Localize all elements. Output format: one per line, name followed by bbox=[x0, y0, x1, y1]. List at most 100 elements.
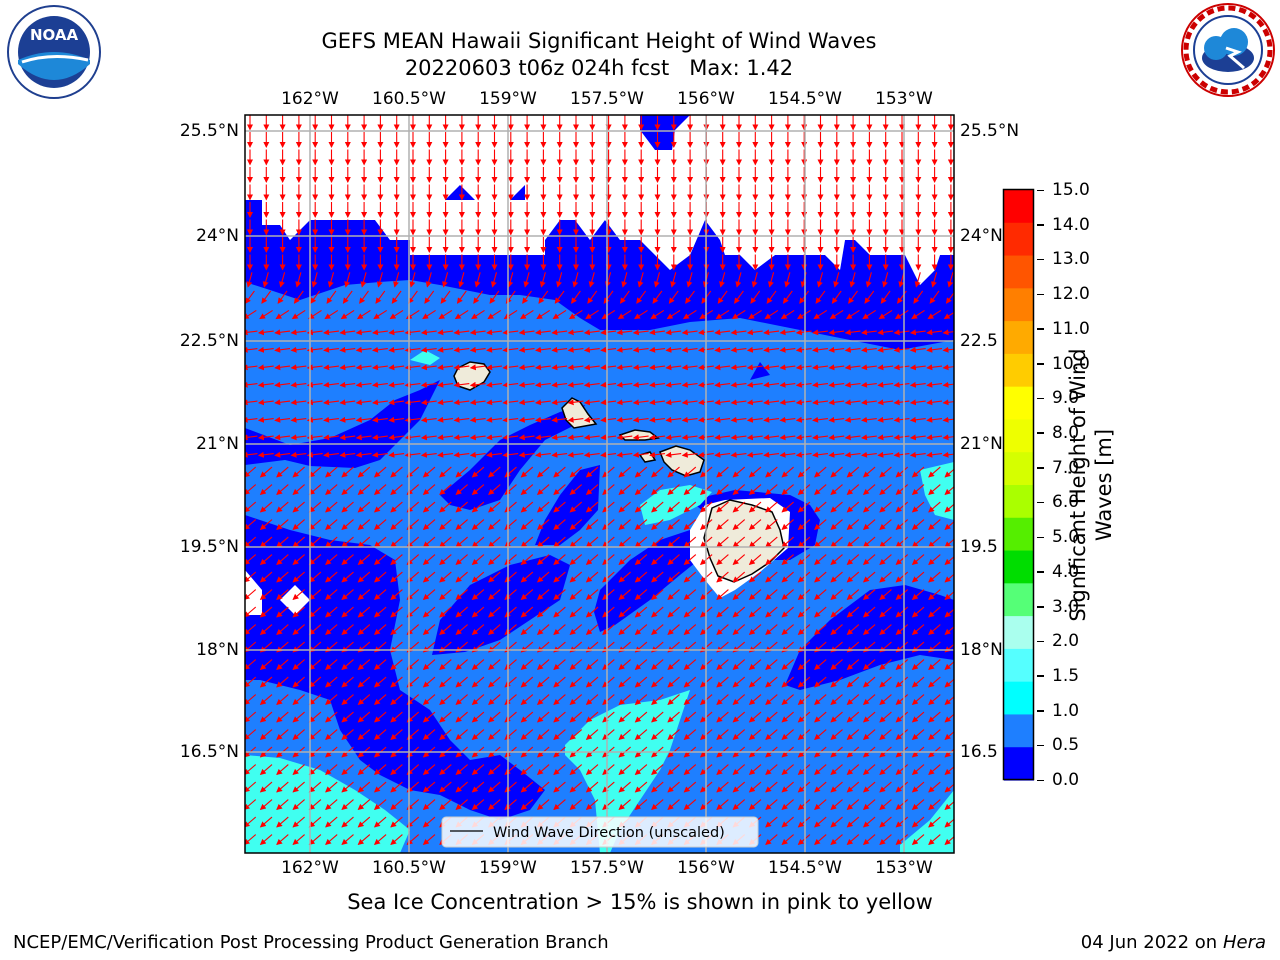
wave-direction-arrow bbox=[404, 399, 421, 406]
lat-label-left: 24°N bbox=[196, 226, 239, 246]
wave-direction-arrow bbox=[438, 309, 453, 320]
wave-direction-arrow bbox=[422, 501, 436, 513]
colorbar-tick-mark bbox=[1037, 640, 1044, 643]
lon-label-bottom: 154.5°W bbox=[768, 858, 842, 878]
wave-direction-arrow bbox=[862, 501, 876, 513]
wave-direction-arrow bbox=[763, 434, 780, 441]
wave-direction-arrow bbox=[909, 364, 926, 371]
wave-direction-arrow bbox=[748, 466, 762, 478]
wave-direction-arrow bbox=[488, 466, 501, 478]
wave-direction-arrow bbox=[274, 346, 291, 353]
wave-direction-arrow bbox=[795, 329, 812, 336]
wave-direction-arrow bbox=[453, 381, 470, 388]
wave-direction-arrow bbox=[292, 466, 305, 478]
wave-direction-arrow bbox=[893, 399, 910, 406]
wave-direction-arrow bbox=[341, 466, 354, 478]
wave-direction-arrow bbox=[784, 272, 791, 288]
wave-direction-arrow bbox=[795, 451, 812, 458]
wave-direction-arrow bbox=[569, 536, 583, 548]
wave-direction-arrow bbox=[846, 519, 860, 531]
wave-direction-arrow bbox=[730, 451, 747, 458]
wave-direction-arrow bbox=[895, 519, 909, 531]
wave-direction-arrow bbox=[261, 290, 272, 304]
wave-direction-arrow bbox=[926, 329, 943, 336]
wave-direction-arrow bbox=[327, 272, 335, 288]
lon-label-bottom: 156°W bbox=[677, 858, 735, 878]
wave-direction-arrow bbox=[812, 346, 828, 353]
wave-direction-arrow bbox=[714, 329, 731, 336]
lon-label-bottom: 160.5°W bbox=[372, 858, 446, 878]
wave-direction-arrow bbox=[323, 451, 339, 458]
wave-direction-arrow bbox=[583, 434, 600, 441]
wave-direction-arrow bbox=[504, 536, 517, 548]
wave-direction-arrow bbox=[502, 381, 519, 388]
wave-direction-arrow bbox=[325, 519, 338, 531]
wave-direction-arrow bbox=[372, 346, 388, 353]
wave-direction-arrow bbox=[277, 290, 288, 304]
wave-direction-arrow bbox=[909, 346, 926, 353]
wave-direction-arrow bbox=[422, 309, 436, 320]
wave-direction-arrow bbox=[828, 434, 845, 441]
wave-direction-arrow bbox=[716, 536, 729, 548]
wave-direction-arrow bbox=[551, 451, 568, 458]
wave-direction-arrow bbox=[782, 290, 793, 304]
wave-direction-arrow bbox=[779, 434, 796, 441]
lat-label-right: 22.5 bbox=[960, 331, 998, 351]
colorbar-tick-mark bbox=[1037, 363, 1044, 365]
wave-direction-arrow bbox=[471, 484, 485, 496]
wave-direction-arrow bbox=[311, 272, 318, 288]
wave-direction-arrow bbox=[795, 346, 812, 353]
wave-direction-arrow bbox=[651, 519, 664, 531]
wave-direction-arrow bbox=[408, 290, 418, 304]
wave-direction-arrow bbox=[518, 416, 535, 423]
wave-direction-arrow bbox=[257, 451, 274, 458]
wave-direction-arrow bbox=[616, 399, 633, 406]
wave-direction-arrow bbox=[504, 484, 517, 496]
lon-label-bottom: 157.5°W bbox=[570, 858, 644, 878]
wave-direction-arrow bbox=[600, 451, 617, 458]
wave-direction-arrow bbox=[813, 309, 828, 320]
wave-direction-arrow bbox=[927, 309, 942, 320]
colorbar-bin bbox=[1004, 648, 1034, 683]
wave-direction-arrow bbox=[649, 364, 665, 371]
wave-direction-arrow bbox=[683, 519, 697, 531]
wave-direction-arrow bbox=[667, 484, 680, 496]
wave-direction-arrow bbox=[453, 346, 470, 353]
wave-direction-arrow bbox=[765, 501, 778, 513]
wave-direction-arrow bbox=[764, 309, 779, 320]
wave-direction-arrow bbox=[388, 434, 405, 441]
wave-direction-arrow bbox=[583, 329, 600, 336]
wave-direction-arrow bbox=[763, 346, 780, 353]
wave-direction-arrow bbox=[388, 399, 405, 406]
colorbar-tick-mark bbox=[1037, 779, 1044, 781]
wave-direction-arrow bbox=[780, 309, 795, 320]
wave-direction-arrow bbox=[617, 309, 632, 320]
lat-label-right: 21°N bbox=[960, 434, 1003, 454]
wave-direction-arrow bbox=[292, 519, 305, 531]
wave-direction-arrow bbox=[504, 519, 517, 531]
wave-direction-arrow bbox=[404, 381, 421, 388]
wave-direction-arrow bbox=[439, 536, 452, 548]
wave-direction-arrow bbox=[569, 484, 583, 496]
wave-direction-arrow bbox=[681, 416, 698, 423]
colorbar-bin bbox=[1004, 222, 1034, 257]
wave-direction-arrow bbox=[877, 381, 894, 388]
wave-direction-arrow bbox=[795, 364, 812, 371]
wave-direction-arrow bbox=[665, 399, 682, 406]
wave-direction-arrow bbox=[339, 346, 356, 353]
wave-direction-arrow bbox=[844, 329, 861, 336]
wave-direction-arrow bbox=[795, 399, 812, 406]
wave-direction-arrow bbox=[339, 416, 356, 423]
colorbar-tick-mark bbox=[1037, 432, 1044, 434]
wave-direction-arrow bbox=[844, 364, 861, 371]
colorbar-bin bbox=[1004, 386, 1034, 421]
wave-direction-arrow bbox=[683, 501, 697, 513]
wave-direction-arrow bbox=[556, 272, 563, 288]
wave-direction-arrow bbox=[746, 329, 763, 336]
wave-direction-arrow bbox=[488, 536, 501, 548]
wave-direction-arrow bbox=[535, 416, 551, 423]
wave-direction-arrow bbox=[779, 416, 796, 423]
wave-direction-arrow bbox=[846, 536, 860, 548]
wave-direction-arrow bbox=[844, 434, 861, 441]
wave-direction-arrow bbox=[763, 399, 780, 406]
